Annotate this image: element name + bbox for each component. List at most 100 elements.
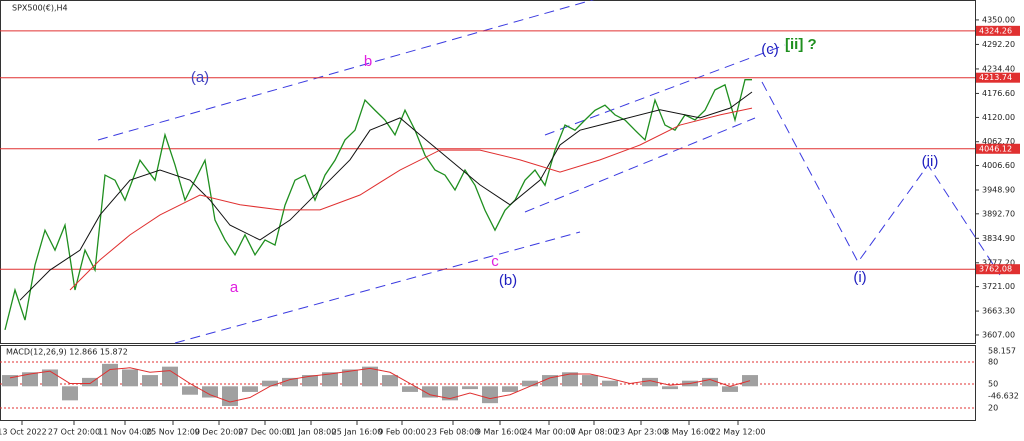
wave-label: (c) (761, 41, 779, 58)
y-tick-label: 4176.60 (982, 89, 1015, 98)
channels (97, 0, 1001, 344)
macd-bar (122, 369, 138, 387)
level-label: 4324.26 (979, 26, 1012, 35)
macd-bar (342, 369, 358, 387)
x-tick-label: 23 Feb 08:00 (427, 428, 479, 437)
macd-axis-label: 20 (988, 404, 998, 413)
channel-lower (174, 231, 581, 344)
wave-projection (761, 81, 1001, 276)
series-line (4, 79, 752, 331)
x-tick-label: 25 Jan 16:00 (332, 428, 383, 437)
level-box (976, 143, 1020, 154)
x-tick-label: 22 May 12:00 (711, 428, 766, 437)
macd-bar (602, 380, 618, 387)
y-tick-label: 3607.00 (982, 330, 1015, 339)
y-tick-label: 3777.20 (982, 258, 1015, 267)
y-tick-label: 3721.00 (982, 282, 1015, 291)
wave-label: (ii) (922, 153, 939, 170)
x-tick-label: 13 Oct 2022 (0, 428, 47, 437)
macd-bar (302, 375, 318, 387)
wave-label: b (364, 53, 372, 70)
macd-bar (62, 386, 78, 401)
macd-frame (0, 345, 976, 421)
y-tick-label: 4292.20 (982, 40, 1015, 49)
macd-bar (442, 386, 458, 401)
macd-bar (502, 386, 518, 392)
channel-small-lower (524, 117, 756, 213)
macd-axis-label: 80 (988, 358, 998, 367)
y-tick-label: 3834.90 (982, 234, 1015, 243)
macd-signal (9, 367, 751, 403)
y-tick-label: 4062.70 (982, 137, 1015, 146)
y-tick-label: 4120.00 (982, 113, 1015, 122)
macd-bar (642, 377, 658, 387)
wave-label: [ii] ? (785, 36, 817, 53)
macd-bar (142, 375, 158, 387)
series-line (19, 91, 753, 301)
macd-axis-label: -46.632 (988, 392, 1019, 401)
wave-label: (b) (499, 272, 517, 289)
macd-bar (362, 366, 378, 387)
chart-title: SPX500(€),H4 (12, 4, 68, 13)
level-label: 4213.74 (979, 73, 1012, 82)
macd-bar (402, 386, 418, 392)
macd-bar (102, 363, 118, 387)
x-tick-label: 8 May 16:00 (664, 428, 714, 437)
x-tick-label: 9 Feb 00:00 (378, 428, 425, 437)
y-tick-label: 4350.00 (982, 15, 1015, 24)
y-tick-label: 3892.70 (982, 209, 1015, 218)
price-frame (0, 0, 976, 344)
macd-bar (322, 372, 338, 387)
y-tick-label: 4234.40 (982, 64, 1015, 73)
macd-bar (282, 377, 298, 387)
channel-small-upper (544, 44, 786, 136)
macd-bar (242, 386, 258, 392)
macd-bar (542, 375, 558, 387)
x-tick-label: 9 Mar 16:00 (476, 428, 524, 437)
macd-bar (582, 375, 598, 387)
macd-axis-label: 50 (988, 380, 998, 389)
macd-bar (2, 375, 18, 387)
macd-bar (562, 372, 578, 387)
level-box (976, 72, 1020, 83)
macd-bar (422, 386, 438, 398)
wave-label: c (491, 253, 499, 270)
y-tick-label: 3948.90 (982, 185, 1015, 194)
y-tick-label: 3663.30 (982, 307, 1015, 316)
macd-bar (662, 386, 678, 390)
x-tick-label: 11 Nov 04:00 (98, 428, 152, 437)
wave-label: a (230, 279, 239, 296)
x-tick-label: 9 Dec 20:00 (195, 428, 244, 437)
macd-bar (462, 386, 478, 390)
macd-bar (202, 386, 218, 398)
macd-bar (722, 386, 738, 392)
level-label: 3762.08 (979, 265, 1012, 274)
y-tick-label: 4006.60 (982, 161, 1015, 170)
x-tick-label: 23 Apr 23:00 (615, 428, 667, 437)
x-tick-label: 11 Jan 08:00 (286, 428, 337, 437)
macd-bar (522, 380, 538, 387)
level-box (976, 264, 1020, 275)
macd-bar (262, 380, 278, 387)
wave-label: (a) (191, 69, 209, 86)
x-tick-label: 27 Oct 20:00 (48, 428, 100, 437)
series-line (69, 107, 753, 291)
x-tick-label: 25 Nov 12:00 (146, 428, 200, 437)
macd-bar (222, 386, 238, 406)
macd-bar (162, 366, 178, 387)
x-tick-label: 7 Apr 08:00 (570, 428, 617, 437)
macd-bar (22, 372, 38, 387)
macd-title: MACD(12,26,9) 12.866 15.872 (6, 348, 128, 357)
macd-bar (82, 377, 98, 387)
macd-bar (702, 377, 718, 387)
macd-bar (382, 375, 398, 387)
macd-axis-label: 58.157 (988, 347, 1016, 356)
x-tick-label: 24 Mar 00:00 (522, 428, 575, 437)
channel-upper (97, 0, 595, 141)
x-tick-label: 27 Dec 00:00 (238, 428, 292, 437)
level-box (976, 25, 1020, 36)
macd-bar (182, 386, 198, 395)
macd-bar (482, 386, 498, 404)
